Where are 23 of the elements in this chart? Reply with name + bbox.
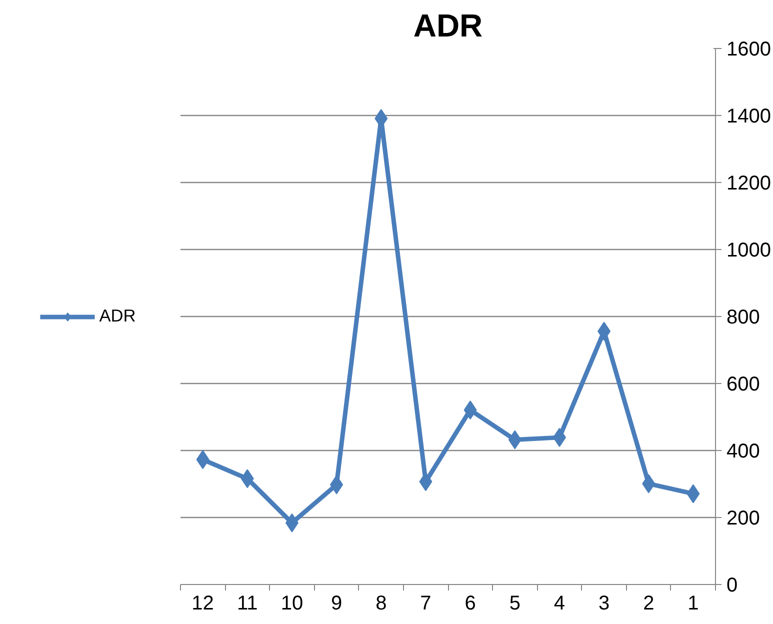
x-tick-label: 7 <box>420 592 432 614</box>
x-tick-label: 9 <box>330 592 342 614</box>
x-tick-label: 11 <box>236 592 258 614</box>
x-tick-label: 4 <box>554 592 566 614</box>
y-tick-label: 1000 <box>726 240 771 262</box>
x-tick-label: 2 <box>643 592 654 614</box>
y-tick-label: 400 <box>726 440 760 462</box>
x-tick-label: 5 <box>509 592 520 614</box>
x-tick-label: 8 <box>376 592 387 614</box>
legend-label: ADR <box>99 306 136 326</box>
y-tick-label: 600 <box>726 374 760 396</box>
x-tick-label: 10 <box>280 592 304 614</box>
y-tick-label: 800 <box>726 306 760 328</box>
y-tick-label: 0 <box>726 574 738 596</box>
chart-title: ADR <box>413 8 483 44</box>
y-tick-label: 1400 <box>726 106 771 128</box>
y-tick-label: 1200 <box>726 172 771 194</box>
x-tick-label: 3 <box>598 592 610 614</box>
x-tick-label: 6 <box>464 592 476 614</box>
y-tick-label: 1600 <box>726 38 771 60</box>
y-tick-label: 200 <box>726 508 760 530</box>
x-tick-label: 1 <box>688 592 699 614</box>
x-tick-label: 12 <box>192 592 214 614</box>
